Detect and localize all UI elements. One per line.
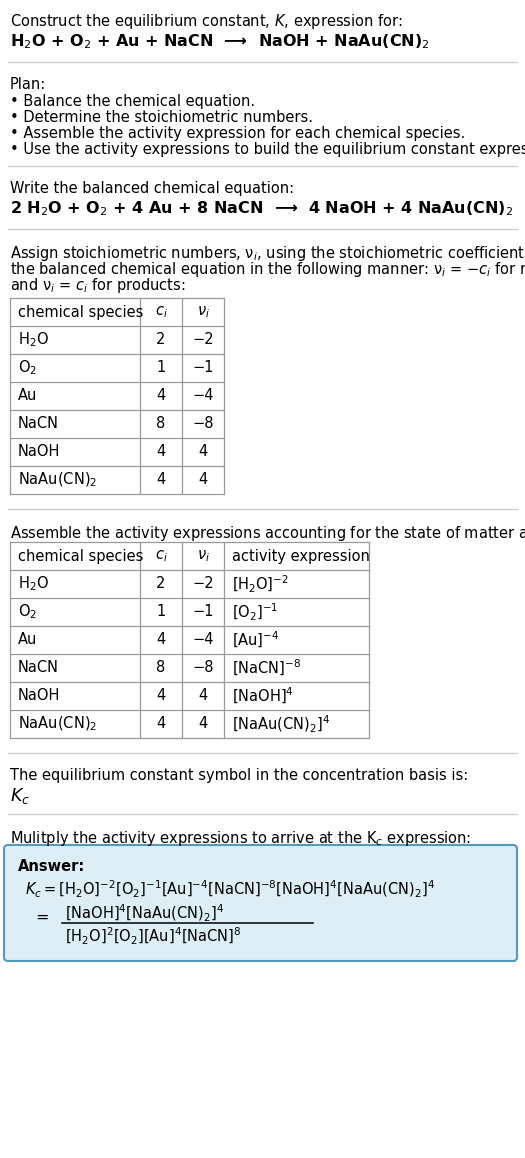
Text: Answer:: Answer: [18,859,85,874]
Text: [Au]$^{-4}$: [Au]$^{-4}$ [232,630,279,650]
Text: O$_2$: O$_2$ [18,359,37,378]
Text: 4: 4 [156,445,165,460]
Text: $[\mathrm{H_2O}]^2 [\mathrm{O_2}] [\mathrm{Au}]^4 [\mathrm{NaCN}]^8$: $[\mathrm{H_2O}]^2 [\mathrm{O_2}] [\math… [65,926,242,947]
Text: $\nu_i$: $\nu_i$ [196,305,209,320]
Text: −4: −4 [192,632,214,647]
Text: O$_2$: O$_2$ [18,602,37,622]
Text: 4: 4 [156,388,165,403]
Text: Mulitply the activity expressions to arrive at the K$_c$ expression:: Mulitply the activity expressions to arr… [10,829,471,848]
Text: 8: 8 [156,660,165,675]
Text: NaOH: NaOH [18,445,60,460]
Text: H$_2$O: H$_2$O [18,574,49,593]
Text: −2: −2 [192,577,214,592]
Text: 4: 4 [198,689,207,704]
Text: the balanced chemical equation in the following manner: ν$_i$ = −$c_i$ for react: the balanced chemical equation in the fo… [10,261,525,279]
Text: activity expression: activity expression [232,549,370,564]
Text: and ν$_i$ = $c_i$ for products:: and ν$_i$ = $c_i$ for products: [10,276,185,295]
Text: chemical species: chemical species [18,305,143,320]
Text: $K_c$: $K_c$ [10,786,30,806]
Text: 2: 2 [156,332,166,347]
Text: 4: 4 [198,445,207,460]
Text: $c_i$: $c_i$ [154,548,167,564]
Text: NaCN: NaCN [18,417,59,432]
Text: [O$_2$]$^{-1}$: [O$_2$]$^{-1}$ [232,601,278,623]
Text: −4: −4 [192,388,214,403]
Text: $c_i$: $c_i$ [154,305,167,320]
Text: Write the balanced chemical equation:: Write the balanced chemical equation: [10,181,294,196]
Text: 2 H$_2$O + O$_2$ + 4 Au + 8 NaCN  ⟶  4 NaOH + 4 NaAu(CN)$_2$: 2 H$_2$O + O$_2$ + 4 Au + 8 NaCN ⟶ 4 NaO… [10,199,513,218]
Text: 2: 2 [156,577,166,592]
Text: −8: −8 [192,660,214,675]
Text: 4: 4 [198,717,207,732]
Text: [NaCN]$^{-8}$: [NaCN]$^{-8}$ [232,658,301,679]
Text: chemical species: chemical species [18,549,143,564]
Text: NaOH: NaOH [18,689,60,704]
Text: Construct the equilibrium constant, $K$, expression for:: Construct the equilibrium constant, $K$,… [10,12,403,31]
Text: 1: 1 [156,604,165,620]
Text: NaAu(CN)$_2$: NaAu(CN)$_2$ [18,714,97,733]
Text: Assemble the activity expressions accounting for the state of matter and ν$_i$:: Assemble the activity expressions accoun… [10,525,525,543]
Text: −1: −1 [192,360,214,375]
Text: Plan:: Plan: [10,76,46,91]
Text: Au: Au [18,388,37,403]
Text: $[\mathrm{NaOH}]^4 [\mathrm{NaAu(CN)_2}]^4$: $[\mathrm{NaOH}]^4 [\mathrm{NaAu(CN)_2}]… [65,903,224,924]
Text: −2: −2 [192,332,214,347]
Text: • Balance the chemical equation.: • Balance the chemical equation. [10,94,255,109]
Text: • Use the activity expressions to build the equilibrium constant expression.: • Use the activity expressions to build … [10,142,525,157]
Text: NaAu(CN)$_2$: NaAu(CN)$_2$ [18,471,97,489]
Text: [NaAu(CN)$_2$]$^4$: [NaAu(CN)$_2$]$^4$ [232,713,330,734]
Text: 4: 4 [198,472,207,488]
Text: 8: 8 [156,417,165,432]
Text: H$_2$O: H$_2$O [18,331,49,350]
Text: [H$_2$O]$^{-2}$: [H$_2$O]$^{-2}$ [232,573,289,594]
Text: [NaOH]$^4$: [NaOH]$^4$ [232,686,294,706]
Text: $K_c = [\mathrm{H_2O}]^{-2} [\mathrm{O_2}]^{-1} [\mathrm{Au}]^{-4} [\mathrm{NaCN: $K_c = [\mathrm{H_2O}]^{-2} [\mathrm{O_2… [25,879,435,900]
Text: • Determine the stoichiometric numbers.: • Determine the stoichiometric numbers. [10,110,313,125]
Text: 4: 4 [156,717,165,732]
Text: −1: −1 [192,604,214,620]
Text: 4: 4 [156,632,165,647]
Text: Assign stoichiometric numbers, ν$_i$, using the stoichiometric coefficients, $c_: Assign stoichiometric numbers, ν$_i$, us… [10,244,525,263]
Text: =: = [35,909,48,924]
Text: 4: 4 [156,689,165,704]
Text: $\nu_i$: $\nu_i$ [196,548,209,564]
Text: • Assemble the activity expression for each chemical species.: • Assemble the activity expression for e… [10,126,465,141]
Text: Au: Au [18,632,37,647]
Text: 1: 1 [156,360,165,375]
Text: −8: −8 [192,417,214,432]
Text: NaCN: NaCN [18,660,59,675]
FancyBboxPatch shape [4,845,517,961]
Text: 4: 4 [156,472,165,488]
Text: The equilibrium constant symbol in the concentration basis is:: The equilibrium constant symbol in the c… [10,768,468,783]
Text: H$_2$O + O$_2$ + Au + NaCN  ⟶  NaOH + NaAu(CN)$_2$: H$_2$O + O$_2$ + Au + NaCN ⟶ NaOH + NaAu… [10,32,429,51]
